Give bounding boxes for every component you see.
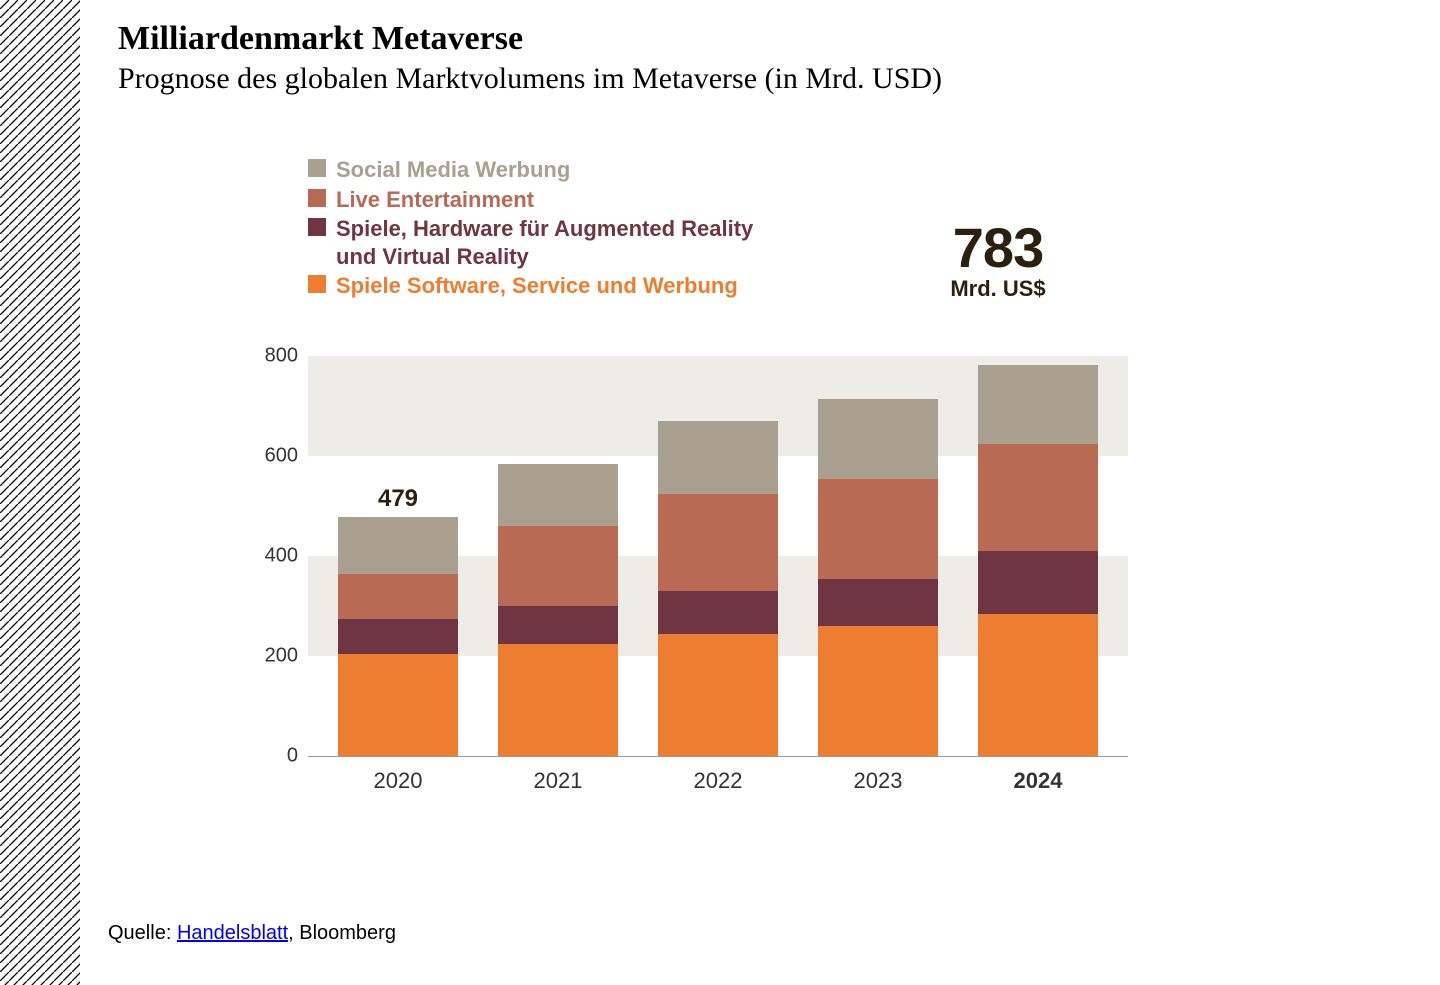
source-line: Quelle: Handelsblatt, Bloomberg — [108, 922, 396, 945]
bar-segment-hardware — [978, 551, 1098, 614]
y-tick-label: 400 — [253, 545, 298, 568]
legend-item: Social Media Werbung — [308, 156, 796, 184]
legend-label: Social Media Werbung — [336, 156, 570, 184]
callout-value: 783 — [918, 221, 1078, 274]
source-prefix: Quelle: — [108, 922, 177, 944]
chart-subtitle: Prognose des globalen Marktvolumens im M… — [118, 62, 1378, 96]
bar-segment-social — [978, 365, 1098, 444]
y-tick-label: 0 — [253, 745, 298, 768]
content-area: Milliardenmarkt Metaverse Prognose des g… — [118, 20, 1378, 816]
x-tick-label: 2023 — [818, 768, 938, 794]
y-tick-label: 600 — [253, 445, 298, 468]
legend-item: Live Entertainment — [308, 186, 796, 214]
chart: Social Media WerbungLive EntertainmentSp… — [248, 156, 1148, 816]
bar-segment-hardware — [818, 579, 938, 627]
legend-swatch — [308, 189, 326, 207]
legend-label: Spiele, Hardware für Augmented Reality u… — [336, 215, 796, 270]
legend-label: Live Entertainment — [336, 186, 534, 214]
bar-segment-live — [978, 444, 1098, 552]
bar-segment-software — [978, 614, 1098, 757]
source-suffix: , Bloomberg — [288, 922, 396, 944]
legend-item: Spiele, Hardware für Augmented Reality u… — [308, 215, 796, 270]
legend-item: Spiele Software, Service und Werbung — [308, 272, 796, 300]
legend: Social Media WerbungLive EntertainmentSp… — [308, 156, 796, 302]
bar-segment-social — [658, 421, 778, 494]
bar-segment-live — [818, 479, 938, 579]
bar-total-label: 479 — [338, 485, 458, 513]
legend-label: Spiele Software, Service und Werbung — [336, 272, 738, 300]
bar-segment-software — [338, 654, 458, 757]
bar-segment-software — [818, 626, 938, 756]
decorative-hatch — [0, 0, 80, 985]
x-tick-label: 2021 — [498, 768, 618, 794]
bar-segment-software — [658, 634, 778, 757]
y-tick-label: 800 — [253, 345, 298, 368]
x-tick-label: 2020 — [338, 768, 458, 794]
bar-segment-social — [338, 517, 458, 574]
plot-area: 020040060080047920202021202220232024 — [308, 356, 1128, 756]
source-link[interactable]: Handelsblatt — [177, 922, 288, 944]
bar-segment-hardware — [658, 591, 778, 634]
x-tick-label: 2022 — [658, 768, 778, 794]
bar-segment-live — [498, 526, 618, 606]
bar-segment-live — [658, 494, 778, 592]
callout-total: 783 Mrd. US$ — [918, 221, 1078, 302]
legend-swatch — [308, 218, 326, 236]
x-tick-label: 2024 — [978, 768, 1098, 794]
bar-segment-hardware — [498, 606, 618, 644]
x-axis-line — [308, 756, 1128, 757]
bar-segment-live — [338, 574, 458, 619]
bar-segment-hardware — [338, 619, 458, 654]
chart-title: Milliardenmarkt Metaverse — [118, 20, 1378, 58]
bar-segment-social — [498, 464, 618, 527]
legend-swatch — [308, 275, 326, 293]
bar-segment-social — [818, 399, 938, 479]
bar-segment-software — [498, 644, 618, 757]
legend-swatch — [308, 159, 326, 177]
y-tick-label: 200 — [253, 645, 298, 668]
callout-unit: Mrd. US$ — [918, 276, 1078, 302]
